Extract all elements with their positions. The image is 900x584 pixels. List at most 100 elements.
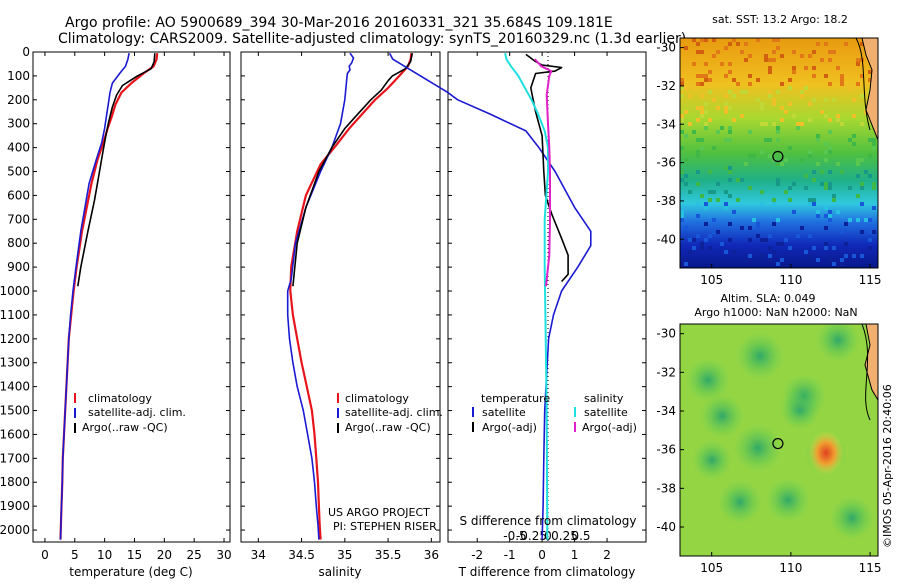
x-tick-label: 0 [538, 548, 546, 562]
x-tick-label: 1 [571, 548, 579, 562]
project-annotation: US ARGO PROJECT [328, 506, 430, 519]
difference-panel: -2 -1 0 1 2-0.5-0.250 0.250.5 T difference fr… [388, 51, 647, 579]
legend-climatology: climatology [345, 392, 409, 405]
lon-tick-label: 110 [779, 561, 802, 575]
sst-field [680, 38, 878, 268]
salinity-legend: climatology satellite-adj. clim. Argo(..… [337, 392, 443, 434]
legend-satellite: satellite-adj. clim. [345, 406, 443, 419]
legend-s-satellite: satellite [584, 406, 628, 419]
salinity-xlabel: salinity [318, 565, 361, 579]
depth-tick-label: 2000 [0, 523, 30, 537]
legend-argo: Argo(..raw -QC) [345, 421, 431, 434]
legend-argo: Argo(..raw -QC) [82, 421, 168, 434]
series-line-salinity-satellite [504, 52, 549, 540]
x-tick-label: 34.5 [288, 548, 315, 562]
lon-tick-label: 105 [700, 273, 723, 287]
sla-low-spot [718, 480, 762, 524]
depth-tick-label: 900 [7, 260, 30, 274]
lat-tick-label: -36 [656, 156, 676, 170]
legend-satellite: satellite-adj. clim. [88, 406, 186, 419]
depth-tick-label: 1800 [0, 475, 30, 489]
t-difference-xlabel: T difference from climatology [458, 565, 636, 579]
depth-tick-label: 600 [7, 188, 30, 202]
sla-low-spot [734, 424, 782, 472]
lon-tick-label: 105 [700, 561, 723, 575]
lon-tick-label: 115 [859, 273, 882, 287]
sla-low-spot [700, 394, 744, 438]
pi-annotation: PI: STEPHEN RISER [333, 520, 437, 533]
depth-tick-label: 200 [7, 93, 30, 107]
depth-tick-label: 1000 [0, 284, 30, 298]
s-difference-xlabel: S difference from climatology [460, 514, 637, 528]
argo-location-marker [772, 150, 784, 163]
x-tick-label: 35 [337, 548, 352, 562]
legend-climatology: climatology [88, 392, 152, 405]
x-tick-label: 0 [41, 548, 49, 562]
lat-tick-label: -32 [656, 79, 676, 93]
x-tick-label: 36 [424, 548, 439, 562]
lat-tick-label: -34 [656, 404, 676, 418]
s-tick-label: 0.5 [571, 529, 590, 543]
sla-low-spot [780, 390, 820, 430]
depth-tick-label: 1900 [0, 499, 30, 513]
series-line-satellite-adj-clim- [59, 53, 130, 540]
x-tick-label: 35.5 [375, 548, 402, 562]
legend-s-argo: Argo(-adj) [582, 421, 637, 434]
lat-tick-label: -36 [656, 443, 676, 457]
s-tick-label: 0.25 [551, 529, 578, 543]
sla-low-spot [686, 358, 730, 402]
temperature-panel: 0100200300400500600700800900100011001200… [0, 45, 232, 579]
difference-legend: temperature salinity satellite Argo(-adj… [472, 392, 637, 434]
header-title: Argo profile: AO 5900689_394 30-Mar-2016… [65, 15, 613, 31]
x-tick-label: 15 [127, 548, 142, 562]
sst-map-frame [679, 37, 879, 269]
series-line-temperature-argo-adj- [525, 53, 569, 283]
legend-t-argo: Argo(-adj) [482, 421, 537, 434]
depth-tick-label: 700 [7, 212, 30, 226]
x-tick-label: 2 [603, 548, 611, 562]
lon-tick-label: 115 [859, 561, 882, 575]
series-line-argo-raw-qc- [77, 53, 156, 287]
series-line-salinity-argo-adj- [534, 58, 553, 287]
sst-map-title: sat. SST: 13.2 Argo: 18.2 [712, 13, 848, 26]
depth-tick-label: 1400 [0, 380, 30, 394]
contour-line [861, 324, 871, 421]
lat-tick-label: -40 [656, 232, 676, 246]
lat-tick-label: -38 [656, 481, 676, 495]
credit-text: ©IMOS 05-Apr-2016 20:40:06 [881, 384, 894, 548]
header-subtitle: Climatology: CARS2009. Satellite-adjuste… [58, 31, 686, 47]
sla-low-spot [692, 440, 732, 480]
x-tick-label: 10 [97, 548, 112, 562]
temperature-legend: climatology satellite-adj. clim. Argo(..… [74, 392, 186, 434]
series-line-climatology [59, 53, 159, 540]
sla-high-spot [808, 431, 844, 475]
contour-line [855, 38, 871, 131]
salinity-axes [240, 51, 441, 543]
x-tick-label: 5 [71, 548, 79, 562]
s-tick-label: -0.25 [516, 529, 547, 543]
sla-low-spot [816, 324, 860, 362]
sla-map-frame [679, 323, 879, 557]
depth-tick-label: 1300 [0, 356, 30, 370]
lat-tick-label: -30 [656, 41, 676, 55]
depth-tick-label: 500 [7, 165, 30, 179]
sla-map-panel: Altim. SLA: 0.049 Argo h1000: NaN h2000:… [656, 292, 881, 575]
sla-blobs [686, 324, 874, 540]
lat-tick-label: -40 [656, 520, 676, 534]
sst-map-panel: sat. SST: 13.2 Argo: 18.2 105 110 115 -30 -3… [656, 13, 881, 287]
x-tick-label: 20 [157, 548, 172, 562]
x-tick-label: -2 [471, 548, 483, 562]
depth-tick-label: 400 [7, 141, 30, 155]
x-tick-label: -1 [504, 548, 516, 562]
series-line-satellite-adj-clim- [286, 52, 355, 540]
salinity-panel: 34 34.5 35 35.5 36 salinity climatology sate… [240, 51, 443, 579]
sla-map-title: Altim. SLA: 0.049 [720, 292, 815, 305]
temperature-xlabel: temperature (deg C) [69, 565, 192, 579]
x-tick-label: 34 [251, 548, 266, 562]
depth-tick-label: 1100 [0, 308, 30, 322]
lat-tick-label: -32 [656, 365, 676, 379]
legend-t-satellite: satellite [482, 406, 526, 419]
coastline [864, 324, 878, 401]
depth-tick-label: 1600 [0, 427, 30, 441]
